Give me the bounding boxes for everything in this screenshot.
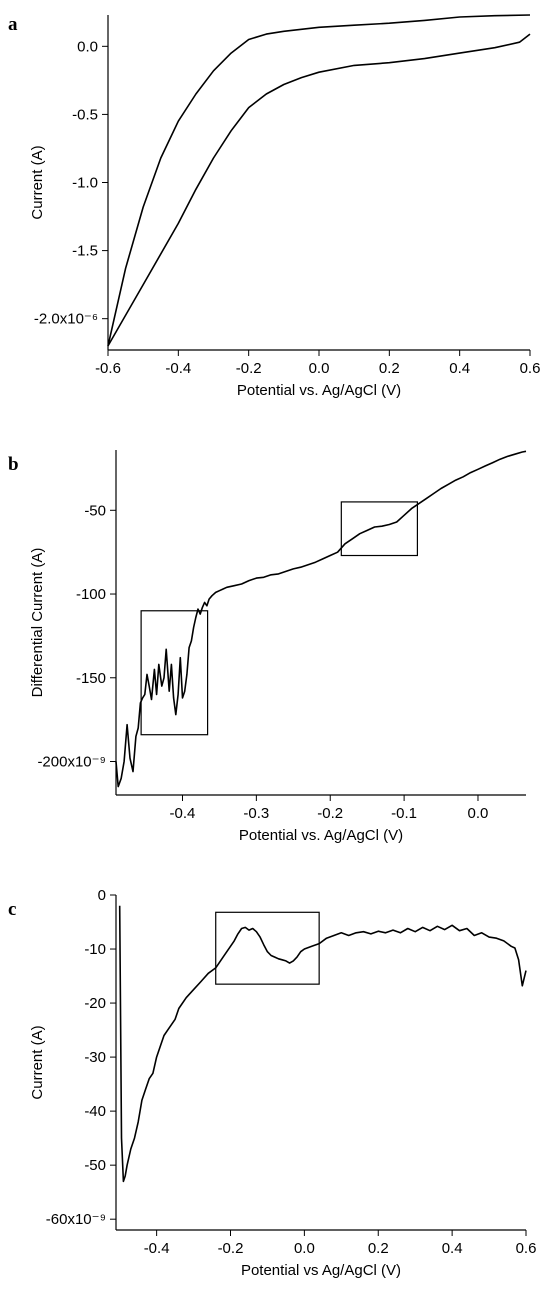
x-tick-label: 0.6	[516, 1240, 537, 1257]
y-tick-label: -100	[76, 586, 106, 603]
x-tick-label: 0.2	[379, 360, 400, 377]
x-tick-label: -0.2	[218, 1240, 244, 1257]
x-tick-label: 0.0	[309, 360, 330, 377]
y-tick-label: -150	[76, 670, 106, 687]
y-tick-label: -200x10⁻⁹	[37, 754, 106, 771]
x-tick-label: -0.4	[165, 360, 191, 377]
y-tick-label: -60x10⁻⁹	[46, 1211, 106, 1228]
x-tick-label: -0.2	[236, 360, 262, 377]
panel-letter: b	[8, 454, 19, 475]
panel-letter: c	[8, 899, 16, 920]
panel-c: c -0.4 -0.2 0.0 0.2 0.4 0.6 0 -10 -20 -30 -40 -50 -60…	[8, 887, 536, 1279]
series-line-2	[107, 33, 531, 347]
y-tick-label: -30	[84, 1049, 106, 1066]
y-tick-label: 0.0	[77, 38, 98, 55]
x-tick-label: 0.2	[368, 1240, 389, 1257]
x-tick-label: -0.6	[95, 360, 121, 377]
x-axis-title: Potential vs. Ag/AgCl (V)	[237, 382, 401, 399]
y-axis-title: Differential Current (A)	[29, 548, 46, 698]
panel-b: b -0.4 -0.3 -0.2 -0.1 0.0 -50 -100 -150 -200x10⁻⁹…	[8, 450, 527, 844]
y-tick-label: -40	[84, 1103, 106, 1120]
x-tick-label: 0.6	[520, 360, 541, 377]
x-tick-label: 0.4	[442, 1240, 463, 1257]
x-tick-label: 0.0	[294, 1240, 315, 1257]
x-tick-label: -0.4	[170, 805, 196, 822]
y-tick-label: -1.5	[72, 243, 98, 260]
x-tick-label: 0.0	[468, 805, 489, 822]
panel-letter: a	[8, 14, 18, 35]
x-tick-label: -0.4	[144, 1240, 170, 1257]
highlight-box	[140, 610, 209, 736]
x-axis-title: Potential vs Ag/AgCl (V)	[241, 1262, 401, 1279]
series-line-1	[107, 14, 531, 347]
series-line-1	[118, 905, 527, 1183]
x-tick-label: 0.4	[449, 360, 470, 377]
y-tick-label: -1.0	[72, 175, 98, 192]
x-axis-title: Potential vs. Ag/AgCl (V)	[239, 827, 403, 844]
y-axis-title: Current (A)	[29, 1025, 46, 1099]
highlight-box	[215, 911, 320, 985]
x-tick-label: -0.3	[243, 805, 269, 822]
y-tick-label: -10	[84, 941, 106, 958]
y-tick-label: -50	[84, 502, 106, 519]
y-axis-title: Current (A)	[29, 145, 46, 219]
highlight-box	[340, 501, 419, 557]
y-tick-label: -50	[84, 1157, 106, 1174]
y-tick-label: -20	[84, 995, 106, 1012]
y-tick-label: -2.0x10⁻⁶	[34, 311, 98, 328]
y-tick-label: -0.5	[72, 106, 98, 123]
x-tick-label: -0.1	[391, 805, 417, 822]
y-tick-label: 0	[98, 887, 106, 904]
series-line-1	[115, 450, 527, 788]
panel-a: a -0.6 -0.4 -0.2 0.0 0.2 0.4 0.6 0.0 -0.5 -1.0 -1.5…	[8, 14, 540, 399]
x-tick-label: -0.2	[317, 805, 343, 822]
